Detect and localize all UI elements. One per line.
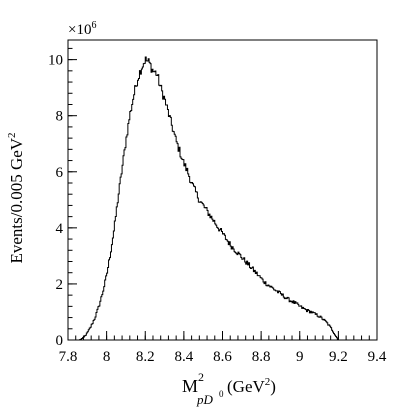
y-tick-label: 0 — [56, 333, 64, 349]
x-tick-label: 9.2 — [329, 349, 348, 365]
x-tick-label: 7.8 — [59, 349, 78, 365]
y-axis-multiplier: ×106 — [68, 20, 96, 38]
x-tick-label: 8.2 — [136, 349, 155, 365]
x-label-sub: pD — [196, 392, 214, 407]
histogram-series-line — [79, 56, 339, 341]
x-label-base: M — [182, 376, 198, 396]
y-axis-label: Events/0.005 GeV2 — [6, 132, 26, 263]
x-label-subsup: 0 — [219, 389, 224, 399]
histogram-layer — [79, 56, 339, 341]
y-tick-label: 6 — [56, 165, 64, 181]
y-tick-label: 10 — [48, 53, 63, 69]
y-tick-label: 8 — [56, 109, 64, 125]
x-tick-label: 8 — [103, 349, 111, 365]
x-tick-label: 8.6 — [213, 349, 232, 365]
x-label-sup: 2 — [198, 370, 204, 384]
y-tick-label: 4 — [56, 221, 64, 237]
y-tick-label: 2 — [56, 277, 64, 293]
x-tick-label: 9 — [296, 349, 304, 365]
axes-layer — [67, 39, 378, 341]
x-tick-label: 8.8 — [252, 349, 271, 365]
x-tick-label: 8.4 — [175, 349, 194, 365]
x-tick-label: 9.4 — [368, 349, 387, 365]
ticks-layer: 7.8 8 8.2 8.4 8.6 8.8 9 9.2 9.4 0 2 4 6 8 10 — [48, 47, 387, 365]
plot-frame — [67, 39, 378, 341]
x-axis-label: M 2 pD 0 (GeV2) — [182, 370, 276, 407]
x-label-units: (GeV2) — [227, 376, 276, 396]
